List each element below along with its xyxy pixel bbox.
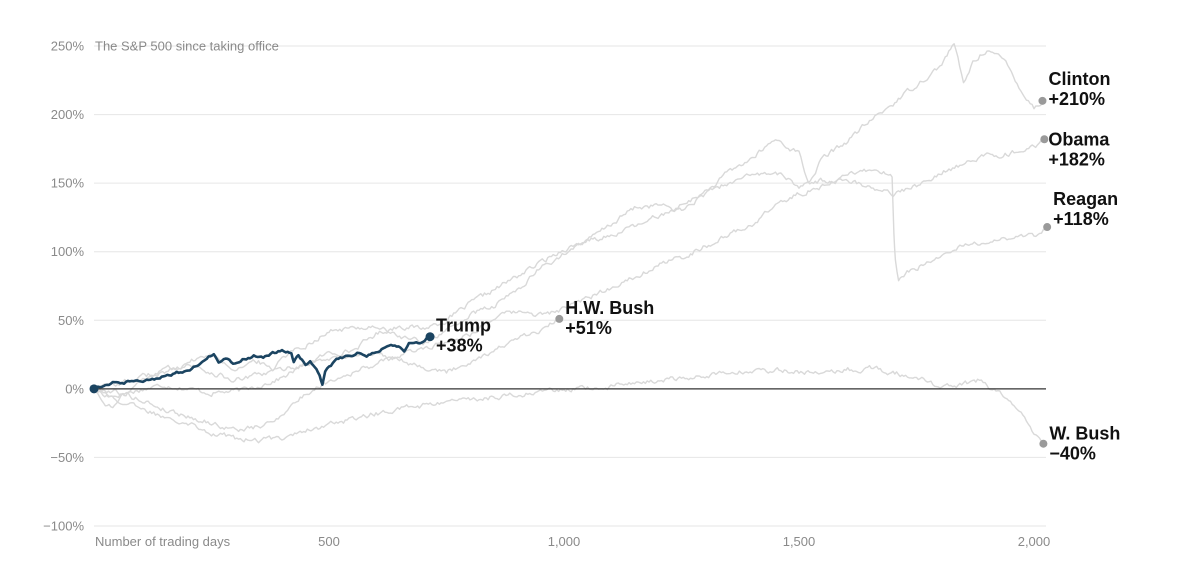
end-dot-h-w-bush — [555, 314, 564, 323]
x-tick-label: 1,000 — [548, 534, 581, 549]
gridlines — [94, 45, 1046, 527]
series-name-w-bush: W. Bush — [1049, 424, 1120, 444]
y-tick-label: 0% — [65, 381, 84, 396]
end-dot-w-bush — [1039, 439, 1048, 448]
series-line-w-bush — [93, 364, 1044, 445]
y-axis-ticks: 250% 200% 150% 100% 50% 0% −50% −100% — [43, 39, 84, 534]
x-tick-label: 1,500 — [783, 534, 816, 549]
y-tick-label: 250% — [51, 39, 85, 54]
series-name-clinton: Clinton — [1048, 69, 1110, 89]
series-labels: Clinton+210% Obama+182% Reagan+118% H.W. Bu… — [436, 69, 1120, 464]
end-dot-clinton — [1038, 96, 1047, 105]
series-line-reagan — [94, 168, 1048, 433]
end-dot-trump — [425, 332, 435, 342]
series-name-obama: Obama — [1048, 129, 1110, 149]
series-end-dots — [89, 96, 1052, 448]
series-lines — [93, 43, 1048, 445]
series-name-trump: Trump — [436, 316, 491, 336]
chart-title: The S&P 500 since taking office — [95, 39, 279, 54]
end-dot-obama — [1040, 135, 1049, 144]
series-value-w-bush: −40% — [1049, 444, 1096, 464]
series-value-h-w-bush: +51% — [565, 318, 612, 338]
y-tick-label: 200% — [51, 107, 85, 122]
start-dot — [89, 384, 99, 394]
x-tick-label: 500 — [318, 534, 340, 549]
x-axis-ticks: 500 1,000 1,500 2,000 — [318, 534, 1050, 549]
y-tick-label: 50% — [58, 313, 84, 328]
series-line-trump — [93, 335, 431, 391]
y-tick-label: 150% — [51, 176, 85, 191]
series-name-h-w-bush: H.W. Bush — [565, 298, 654, 318]
series-value-obama: +182% — [1048, 149, 1105, 169]
series-line-h-w-bush — [93, 318, 560, 392]
x-axis-label: Number of trading days — [95, 534, 231, 549]
end-dot-reagan — [1043, 223, 1052, 232]
series-name-reagan: Reagan — [1053, 189, 1118, 209]
y-tick-label: 100% — [51, 244, 85, 259]
series-line-obama — [93, 138, 1045, 409]
y-tick-label: −50% — [50, 450, 84, 465]
series-value-trump: +38% — [436, 336, 483, 356]
x-tick-label: 2,000 — [1018, 534, 1051, 549]
y-tick-label: −100% — [43, 519, 84, 534]
series-value-clinton: +210% — [1048, 89, 1105, 109]
series-value-reagan: +118% — [1053, 209, 1109, 229]
series-line-clinton — [93, 43, 1044, 399]
